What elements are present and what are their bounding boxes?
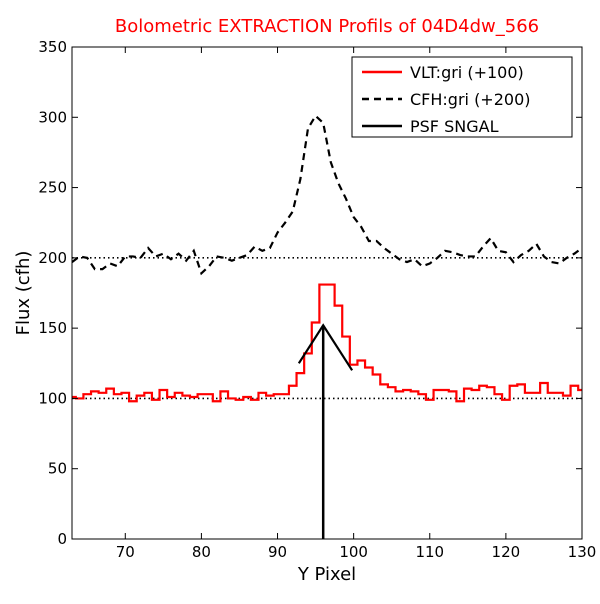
cfh-dashed-line	[72, 114, 582, 276]
legend-entry: CFH:gri (+200)	[362, 90, 531, 109]
legend: VLT:gri (+100) CFH:gri (+200) PSF SNGAL	[351, 56, 573, 138]
y-axis-label: Flux (cfh)	[13, 251, 34, 336]
x-tick-label: 70	[116, 543, 135, 561]
psf-line	[297, 323, 354, 371]
x-tick-label: 130	[568, 543, 597, 561]
legend-box	[351, 56, 573, 138]
axis-ticks: 70 80 90 100 110 120 130 0 50 100 150 200 250 300 350	[38, 38, 596, 561]
y-tick-label: 250	[38, 179, 67, 197]
y-tick-label: 150	[38, 319, 67, 337]
y-tick-label: 50	[48, 460, 67, 478]
x-tick-label: 90	[268, 543, 287, 561]
x-tick-label: 100	[339, 543, 368, 561]
y-tick-label: 100	[38, 389, 67, 407]
y-tick-label: 200	[38, 249, 67, 267]
legend-label: CFH:gri (+200)	[410, 90, 531, 109]
legend-entry: VLT:gri (+100)	[362, 63, 524, 82]
x-axis-label: Y Pixel	[297, 564, 356, 585]
y-tick-label: 300	[38, 108, 67, 126]
legend-label: VLT:gri (+100)	[410, 63, 524, 82]
legend-entry: PSF SNGAL	[362, 117, 499, 136]
series-layer	[72, 114, 582, 539]
series-2	[297, 323, 354, 539]
y-tick-label: 0	[57, 530, 67, 548]
series-0	[72, 283, 582, 403]
x-tick-label: 80	[192, 543, 211, 561]
y-tick-label: 350	[38, 38, 67, 56]
legend-label: PSF SNGAL	[410, 117, 499, 136]
plot-frame	[71, 46, 583, 540]
series-1	[72, 114, 582, 276]
x-tick-label: 110	[415, 543, 444, 561]
chart-title: Bolometric EXTRACTION Profils of 04D4dw_…	[115, 16, 539, 37]
vlt-step-line	[72, 283, 582, 403]
x-tick-label: 120	[492, 543, 521, 561]
